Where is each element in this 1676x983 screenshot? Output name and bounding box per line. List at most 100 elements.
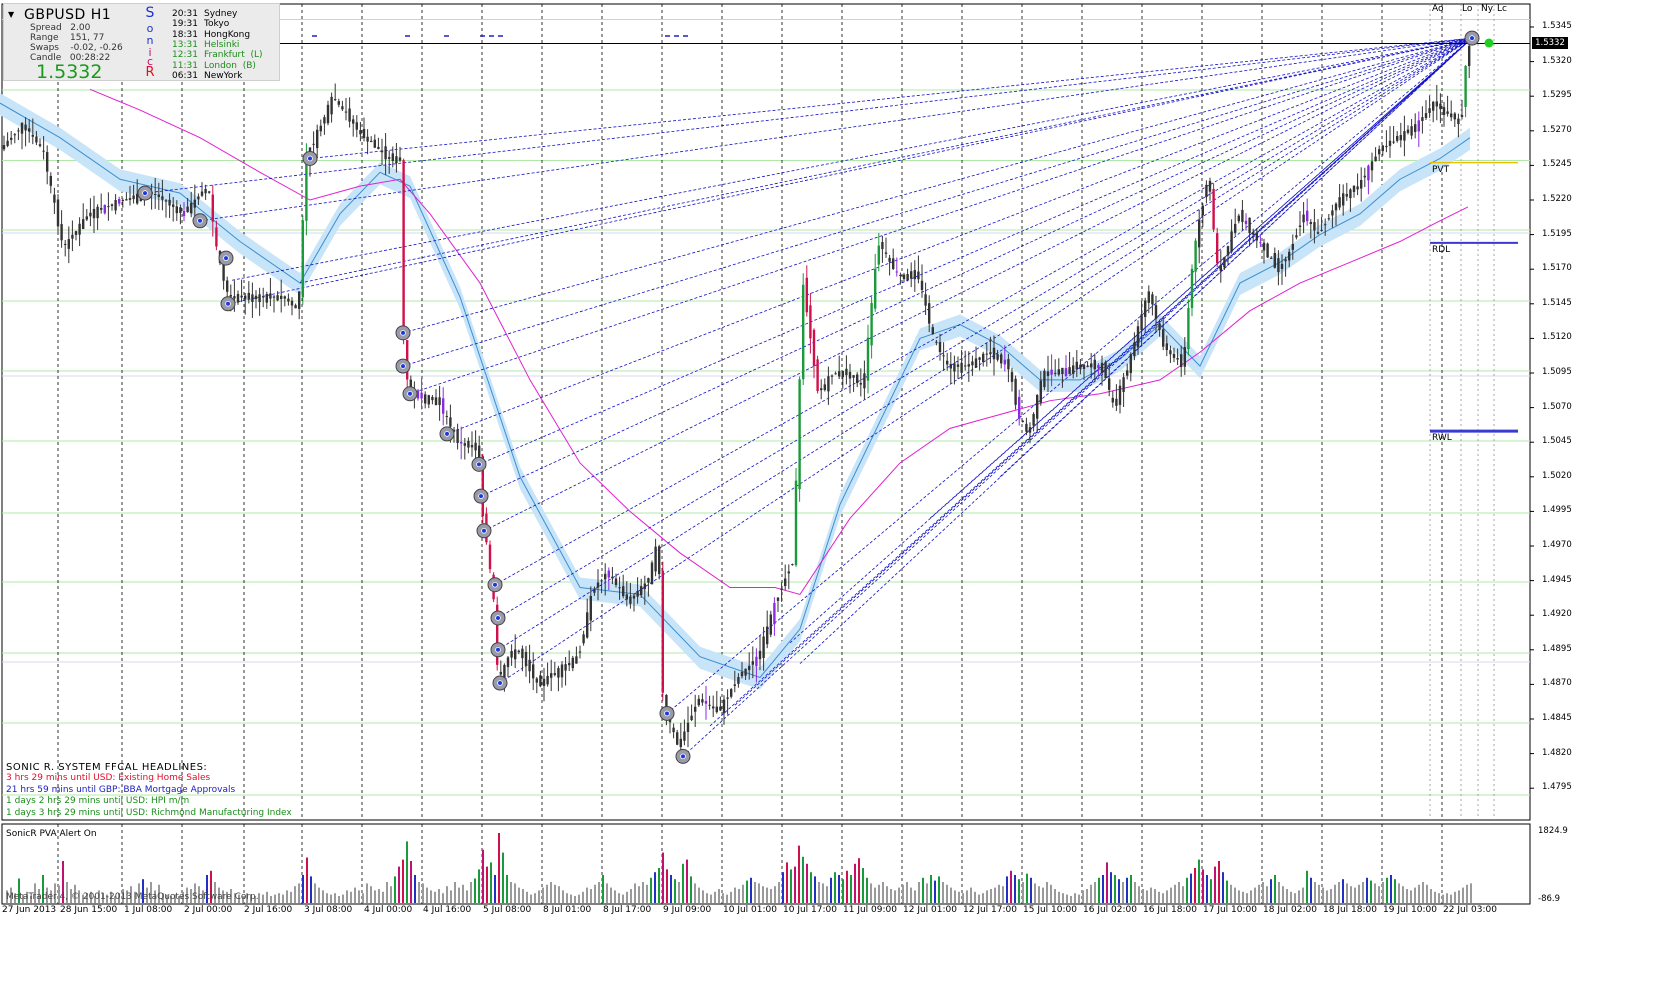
volume-bar bbox=[486, 866, 488, 903]
volume-bar bbox=[130, 886, 132, 903]
candle-body bbox=[517, 650, 520, 653]
candle-body bbox=[802, 284, 805, 380]
candle-body bbox=[1104, 361, 1107, 379]
volume-bar bbox=[282, 894, 284, 903]
candle-body bbox=[1043, 370, 1046, 388]
candle-body bbox=[359, 130, 362, 135]
volume-bar bbox=[1034, 883, 1036, 903]
volume-bar bbox=[378, 889, 380, 903]
candle-body bbox=[816, 359, 819, 392]
candle-body bbox=[35, 136, 38, 143]
fan-line bbox=[446, 37, 1473, 435]
candle-body bbox=[236, 294, 240, 303]
volume-bar bbox=[1414, 887, 1416, 903]
candle-body bbox=[964, 365, 967, 367]
candle-body bbox=[460, 441, 463, 444]
volume-bar bbox=[1002, 886, 1004, 903]
volume-bar bbox=[1114, 875, 1116, 903]
candle-body bbox=[1021, 420, 1024, 422]
volume-bar bbox=[706, 893, 708, 903]
candle-body bbox=[258, 294, 261, 303]
candle-body bbox=[967, 364, 970, 367]
volume-bar bbox=[258, 893, 260, 903]
candle-body bbox=[906, 273, 909, 281]
candle-body bbox=[1172, 353, 1176, 358]
session-time: 11:31 bbox=[172, 60, 198, 71]
candle-body bbox=[352, 119, 355, 124]
candle-body bbox=[971, 361, 974, 366]
price-tick-label: 1.5145 bbox=[1542, 297, 1572, 308]
candle-body bbox=[604, 573, 607, 580]
candle-body bbox=[1255, 232, 1258, 241]
candle-body bbox=[1216, 233, 1219, 264]
volume-bar bbox=[1150, 887, 1152, 903]
volume-bar bbox=[666, 869, 668, 903]
candle-body bbox=[859, 382, 862, 385]
fan-line bbox=[299, 37, 1473, 284]
candle-body bbox=[1428, 108, 1431, 113]
session-time: 20:31 bbox=[172, 9, 198, 19]
candle-body bbox=[733, 684, 736, 686]
volume-bar bbox=[454, 882, 456, 903]
headline-item: 21 hrs 59 mins until GBP: BBA Mortgage A… bbox=[6, 784, 236, 795]
candle-body bbox=[1396, 135, 1399, 141]
candle-body bbox=[438, 397, 441, 406]
candle-body bbox=[1219, 265, 1222, 271]
volume-bar bbox=[42, 875, 44, 903]
volume-bar bbox=[1378, 886, 1380, 903]
volume-bar bbox=[1142, 889, 1144, 903]
panel-collapse-icon[interactable]: ▼ bbox=[8, 10, 15, 19]
volume-bar bbox=[506, 875, 508, 903]
candle-body bbox=[28, 128, 31, 132]
volume-bar bbox=[554, 884, 556, 903]
fan-line bbox=[929, 37, 1473, 519]
candle-body bbox=[899, 275, 902, 277]
candle-body bbox=[1133, 342, 1136, 357]
time-tick-label: 17 Jul 10:00 bbox=[1203, 905, 1257, 915]
volume-bar bbox=[626, 891, 628, 903]
volume-bar bbox=[90, 891, 92, 903]
price-tick-label: 1.5245 bbox=[1542, 159, 1572, 170]
candle-body bbox=[596, 582, 600, 588]
candle-body bbox=[1136, 326, 1140, 348]
volume-bar bbox=[698, 887, 700, 903]
volume-bar bbox=[1362, 882, 1364, 903]
volume-bar bbox=[302, 875, 304, 903]
volume-bar bbox=[442, 893, 444, 903]
candle-body bbox=[186, 206, 189, 213]
candle-body bbox=[1068, 367, 1071, 375]
volume-bar bbox=[1302, 887, 1304, 903]
volume-bar bbox=[806, 863, 808, 903]
candle-body bbox=[395, 156, 398, 164]
candle-body bbox=[546, 675, 549, 685]
volume-bar bbox=[154, 890, 156, 903]
candle-body bbox=[388, 157, 391, 159]
candle-body bbox=[82, 219, 85, 229]
volume-bar bbox=[1090, 884, 1092, 903]
volume-bar bbox=[1166, 890, 1168, 903]
candle-body bbox=[658, 546, 661, 575]
volume-bar bbox=[82, 894, 84, 903]
candle-body bbox=[366, 136, 369, 142]
volume-bar bbox=[374, 890, 376, 903]
volume-bar bbox=[1130, 875, 1132, 903]
candle-body bbox=[298, 291, 301, 309]
volume-bar bbox=[1254, 887, 1256, 903]
volume-bar bbox=[74, 884, 76, 903]
time-tick-label: 16 Jul 18:00 bbox=[1143, 905, 1197, 915]
candle-body bbox=[1417, 120, 1420, 132]
candle-body bbox=[1237, 215, 1240, 222]
candle-body bbox=[424, 394, 427, 404]
candle-body bbox=[1298, 225, 1302, 227]
candle-body bbox=[132, 195, 135, 200]
candle-body bbox=[726, 697, 729, 699]
volume-bar bbox=[446, 886, 448, 903]
time-axis[interactable]: 27 Jun 2013 28 Jun 15:00 1 Jul 08:00 2 Jul … bbox=[0, 905, 1530, 919]
volume-bar bbox=[798, 845, 800, 903]
volume-bar bbox=[522, 889, 524, 903]
candle-body bbox=[542, 678, 546, 686]
price-tick-label: 1.5095 bbox=[1542, 367, 1572, 377]
candle-body bbox=[553, 673, 556, 675]
volume-bar bbox=[394, 876, 396, 903]
